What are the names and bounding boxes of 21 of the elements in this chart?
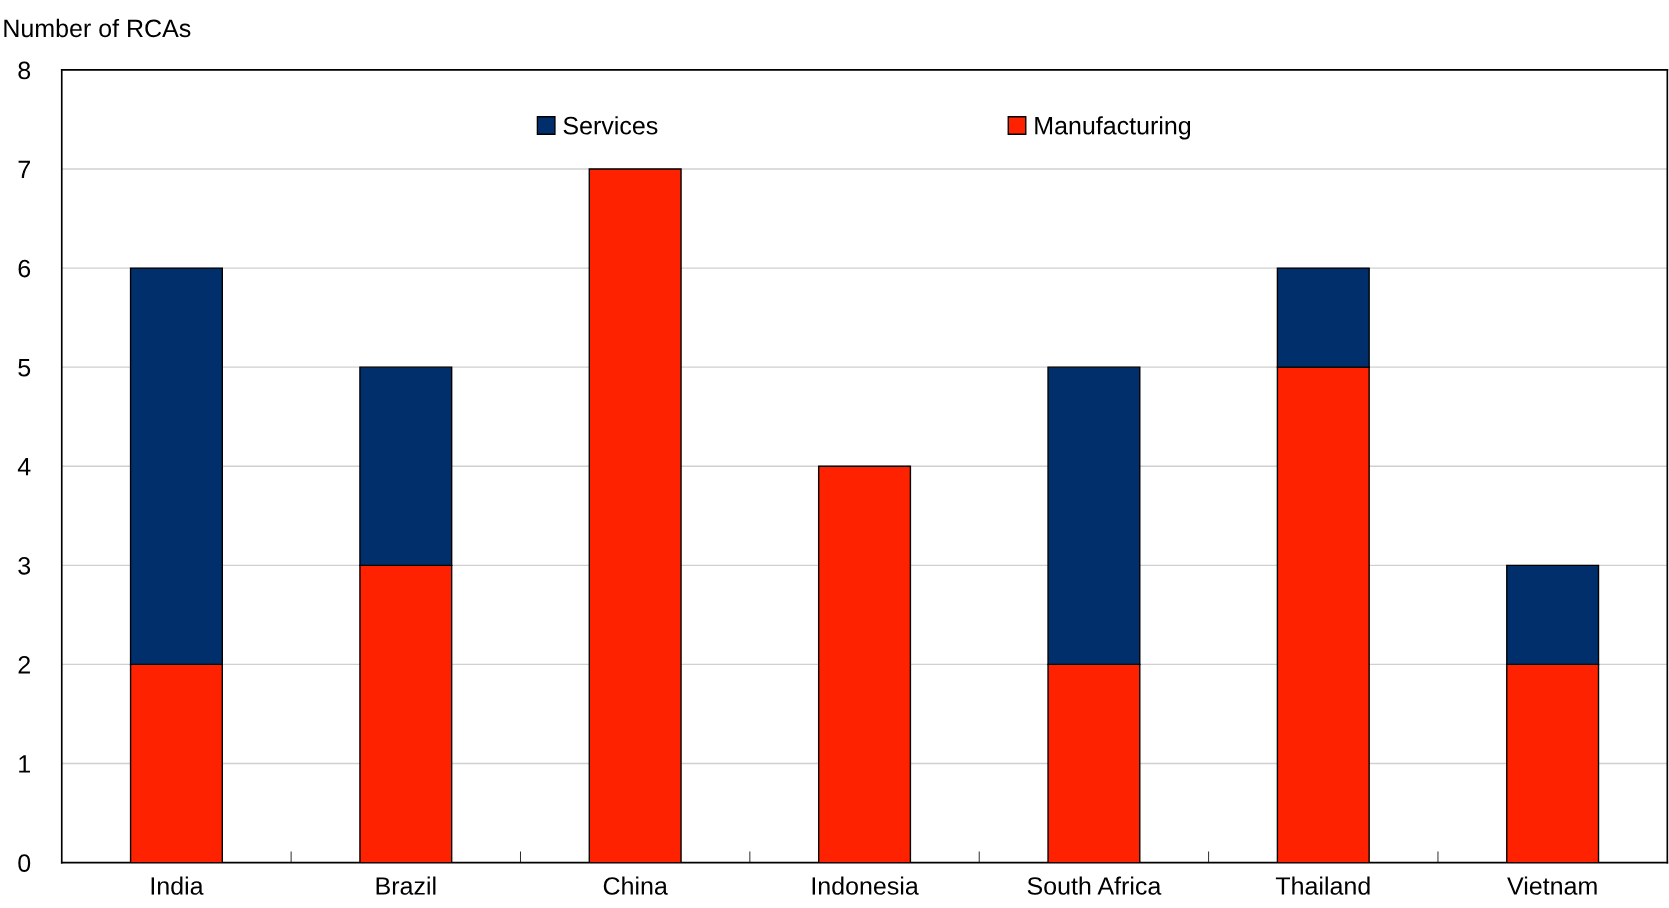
y-tick-label: 4 <box>17 458 31 476</box>
legend-label: Services <box>563 116 658 135</box>
y-tick-label: 3 <box>18 556 31 575</box>
bar <box>817 465 912 863</box>
y-tick-label: 8 <box>18 61 31 80</box>
y-tick-label: 1 <box>19 755 30 773</box>
x-tick-label: China <box>603 876 668 895</box>
x-tick-label: Brazil <box>376 876 436 895</box>
x-tick-label: India <box>151 876 204 895</box>
y-tick-label: 0 <box>18 854 31 872</box>
x-tick-label: South Africa <box>1027 876 1162 895</box>
legend-label: Manufacturing <box>1035 116 1191 140</box>
bar <box>588 168 682 863</box>
y-tick-label: 6 <box>18 259 31 278</box>
y-tick-label: 5 <box>18 359 31 377</box>
y-axis-title: Number of RCAs <box>4 18 191 38</box>
y-tick-label: 7 <box>18 160 30 179</box>
x-tick-label: Indonesia <box>812 876 919 895</box>
x-tick-label: Thailand <box>1275 876 1370 895</box>
y-tick-label: 2 <box>18 656 30 674</box>
x-tick-label: Vietnam <box>1507 876 1597 895</box>
